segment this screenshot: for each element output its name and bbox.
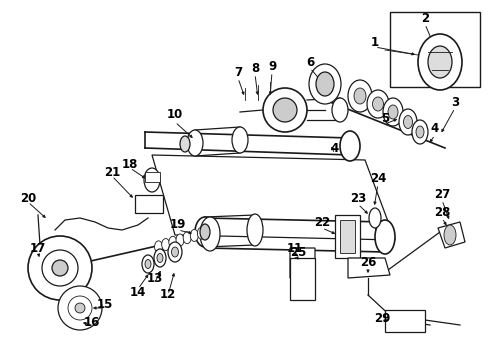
Circle shape: [52, 260, 68, 276]
Text: 22: 22: [314, 216, 330, 229]
Ellipse shape: [367, 90, 389, 118]
Ellipse shape: [444, 225, 456, 245]
Ellipse shape: [197, 227, 205, 239]
Text: 27: 27: [434, 189, 450, 202]
Ellipse shape: [190, 229, 198, 242]
Ellipse shape: [168, 242, 182, 262]
Circle shape: [42, 250, 78, 286]
Bar: [385, 310, 425, 332]
Ellipse shape: [154, 241, 163, 253]
Text: 18: 18: [122, 158, 138, 171]
Polygon shape: [290, 248, 315, 278]
Circle shape: [58, 286, 102, 330]
Polygon shape: [348, 258, 390, 278]
Ellipse shape: [332, 98, 348, 122]
Ellipse shape: [162, 239, 170, 251]
Text: 12: 12: [160, 288, 176, 302]
Ellipse shape: [354, 88, 366, 104]
Ellipse shape: [418, 34, 462, 90]
Ellipse shape: [144, 168, 160, 192]
Ellipse shape: [340, 131, 360, 161]
Text: 8: 8: [251, 62, 259, 75]
Text: 19: 19: [170, 219, 186, 231]
Ellipse shape: [176, 234, 184, 246]
Ellipse shape: [309, 64, 341, 104]
Text: 21: 21: [104, 166, 120, 179]
Circle shape: [28, 236, 92, 300]
Ellipse shape: [157, 253, 163, 262]
Circle shape: [68, 296, 92, 320]
Text: 15: 15: [97, 298, 113, 311]
Ellipse shape: [388, 105, 398, 119]
Ellipse shape: [145, 260, 151, 269]
Polygon shape: [438, 222, 465, 248]
Text: 2: 2: [421, 12, 429, 24]
Text: 4: 4: [331, 141, 339, 154]
Polygon shape: [152, 155, 395, 240]
Text: 4: 4: [431, 122, 439, 135]
Text: 26: 26: [360, 256, 376, 269]
Text: 10: 10: [167, 108, 183, 122]
Text: 7: 7: [234, 66, 242, 78]
Text: 24: 24: [370, 171, 386, 184]
Ellipse shape: [183, 232, 191, 244]
Text: 3: 3: [451, 95, 459, 108]
Ellipse shape: [369, 208, 381, 228]
Ellipse shape: [416, 126, 424, 138]
Ellipse shape: [383, 98, 403, 126]
Ellipse shape: [412, 120, 428, 144]
Bar: [145, 172, 160, 182]
Ellipse shape: [172, 247, 178, 257]
Text: 28: 28: [434, 206, 450, 219]
Bar: [135, 195, 163, 213]
Ellipse shape: [180, 136, 190, 152]
Ellipse shape: [263, 88, 307, 132]
Ellipse shape: [200, 217, 220, 251]
Ellipse shape: [142, 255, 154, 273]
Ellipse shape: [428, 46, 452, 78]
Ellipse shape: [375, 220, 395, 254]
Ellipse shape: [372, 97, 384, 111]
Text: 29: 29: [374, 311, 390, 324]
Ellipse shape: [200, 224, 210, 240]
Text: 13: 13: [147, 271, 163, 284]
Text: 16: 16: [84, 315, 100, 328]
Text: 1: 1: [371, 36, 379, 49]
Ellipse shape: [403, 116, 413, 129]
Ellipse shape: [195, 217, 215, 247]
Ellipse shape: [316, 72, 334, 96]
Ellipse shape: [154, 249, 166, 267]
Text: 17: 17: [30, 242, 46, 255]
Text: 6: 6: [306, 55, 314, 68]
Bar: [390, 12, 480, 87]
Ellipse shape: [348, 80, 372, 112]
Polygon shape: [335, 215, 360, 258]
Text: 9: 9: [268, 59, 276, 72]
Text: 5: 5: [381, 112, 389, 125]
Ellipse shape: [169, 236, 177, 248]
Text: 23: 23: [350, 192, 366, 204]
Ellipse shape: [273, 98, 297, 122]
Text: 20: 20: [20, 192, 36, 204]
Ellipse shape: [232, 127, 248, 153]
Ellipse shape: [399, 109, 417, 135]
Text: 11: 11: [287, 242, 303, 255]
Polygon shape: [290, 258, 315, 300]
Ellipse shape: [187, 130, 203, 156]
Text: 25: 25: [290, 246, 306, 258]
Circle shape: [75, 303, 85, 313]
Polygon shape: [340, 220, 355, 253]
Text: 14: 14: [130, 285, 146, 298]
Ellipse shape: [247, 214, 263, 246]
